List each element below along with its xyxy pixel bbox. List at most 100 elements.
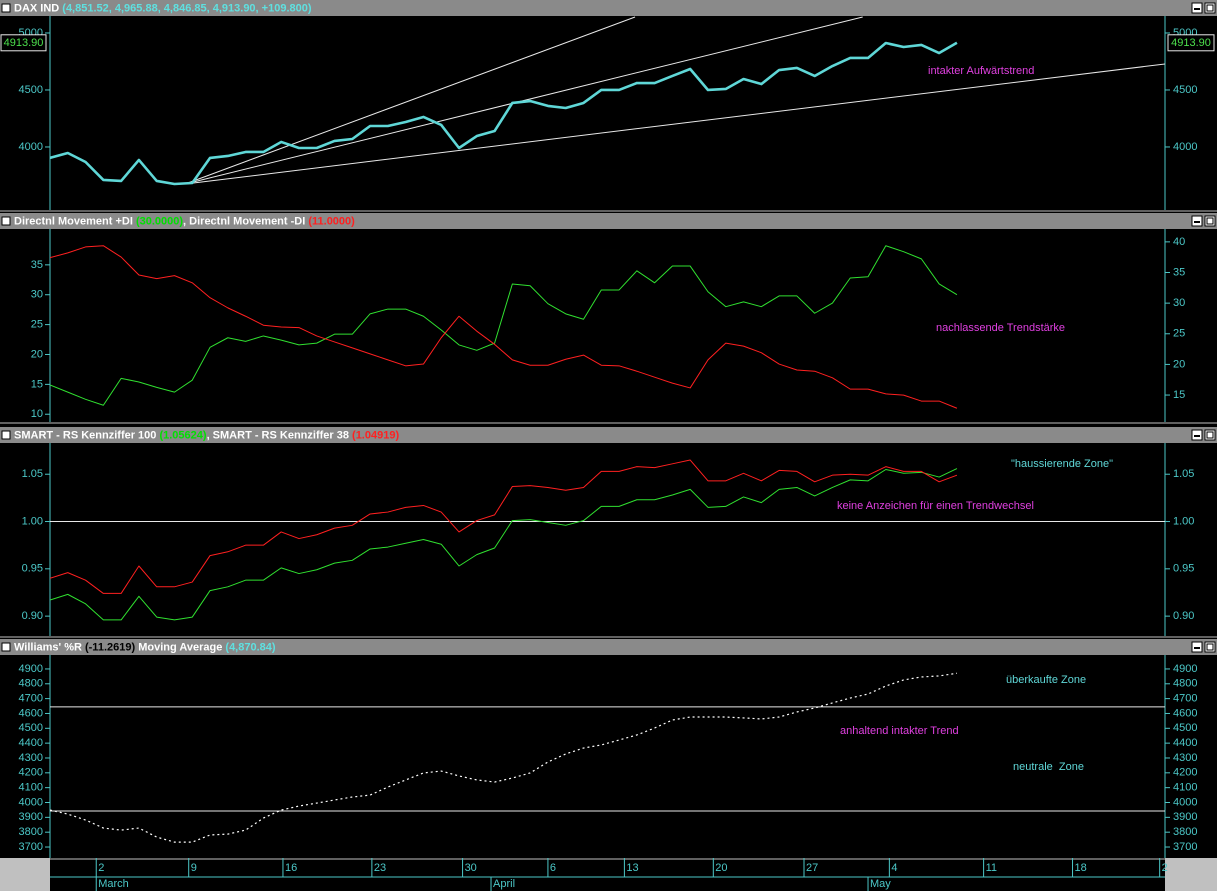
y-tick-label: 4000 [19, 796, 43, 808]
y-tick-label: 4400 [1173, 737, 1197, 749]
series-line [50, 245, 958, 409]
y-tick-label: 25 [1173, 328, 1185, 340]
window-button [1204, 215, 1216, 227]
trend-line [185, 63, 1165, 185]
y-tick-label: 0.90 [22, 610, 43, 622]
y-tick-label: 4100 [19, 782, 43, 794]
x-tick-label: 6 [550, 862, 556, 874]
annotation: intakter Aufwärtstrend [928, 65, 1034, 77]
plot-area [50, 16, 1165, 186]
trend-line [184, 16, 636, 185]
window-button-glyph [1194, 8, 1200, 10]
window-button-glyph [1206, 431, 1214, 439]
y-tick-label: 4500 [1173, 722, 1197, 734]
x-tick-label: 2 [1162, 862, 1168, 874]
last-value-label: 4913.90 [4, 37, 44, 49]
y-tick-label: 30 [1173, 297, 1185, 309]
y-tick-label: 3700 [1173, 841, 1197, 853]
y-tick-label: 4500 [19, 722, 43, 734]
title-part: (30.0000) [136, 215, 183, 227]
window-button-glyph [1206, 217, 1214, 225]
y-tick-label: 4000 [1173, 796, 1197, 808]
month-label: March [98, 878, 129, 890]
plot-area [50, 245, 958, 409]
y-tick-label: 4300 [1173, 752, 1197, 764]
x-tick-label: 30 [465, 862, 477, 874]
window-button [1204, 2, 1216, 14]
title-part: Williams' %R [14, 641, 85, 653]
axis-corner [1165, 858, 1217, 891]
annotation: anhaltend intakter Trend [840, 725, 959, 737]
series-line [50, 459, 958, 594]
panel-title: Williams' %R (-11.2619) Moving Average (… [14, 641, 276, 653]
window-button-glyph [1206, 4, 1214, 12]
title-part: SMART - RS Kennziffer 100 [14, 429, 159, 441]
plot-area [50, 672, 1165, 843]
annotation: "haussierende Zone" [1011, 458, 1113, 470]
annotation: nachlassende Trendstärke [936, 322, 1065, 334]
y-tick-label: 1.05 [22, 468, 43, 480]
title-part: (4,870.84) [225, 641, 275, 653]
y-tick-label: 4300 [19, 752, 43, 764]
x-tick-label: 4 [891, 862, 897, 874]
window-button-glyph [1194, 647, 1200, 649]
annotation: neutrale Zone [1013, 761, 1084, 773]
title-part: (1.04919) [352, 429, 399, 441]
y-tick-label: 3800 [1173, 826, 1197, 838]
y-tick-label: 4500 [1173, 84, 1197, 96]
y-tick-label: 4200 [19, 767, 43, 779]
y-tick-label: 35 [1173, 266, 1185, 278]
y-tick-label: 35 [31, 259, 43, 271]
title-part: , SMART - RS Kennziffer 38 [207, 429, 352, 441]
month-label: May [870, 878, 891, 890]
y-tick-label: 3700 [19, 841, 43, 853]
y-tick-label: 4200 [1173, 767, 1197, 779]
y-tick-label: 15 [31, 378, 43, 390]
y-tick-label: 0.90 [1173, 610, 1194, 622]
y-tick-label: 0.95 [1173, 563, 1194, 575]
title-part: (-11.2619) [85, 641, 135, 653]
month-label: April [493, 878, 515, 890]
series-line [50, 41, 958, 186]
header-icon [1, 430, 11, 440]
y-tick-label: 4000 [19, 141, 43, 153]
y-tick-label: 3900 [19, 811, 43, 823]
y-tick-label: 0.95 [22, 563, 43, 575]
y-tick-label: 4800 [1173, 678, 1197, 690]
panel-title: DAX IND (4,851.52, 4,965.88, 4,846.85, 4… [14, 2, 312, 14]
x-tick-label: 23 [374, 862, 386, 874]
annotation: keine Anzeichen für einen Trendwechsel [837, 500, 1034, 512]
annotation: überkaufte Zone [1006, 674, 1086, 686]
y-tick-label: 20 [31, 348, 43, 360]
window-button [1204, 429, 1216, 441]
y-tick-label: 4900 [19, 663, 43, 675]
y-tick-label: 1.00 [1173, 515, 1194, 527]
title-part: DAX IND [14, 2, 62, 14]
window-button [1204, 641, 1216, 653]
y-tick-label: 30 [31, 289, 43, 301]
x-tick-label: 16 [285, 862, 297, 874]
x-tick-label: 27 [806, 862, 818, 874]
y-tick-label: 4500 [19, 84, 43, 96]
y-tick-label: 4600 [1173, 707, 1197, 719]
y-tick-label: 4900 [1173, 663, 1197, 675]
window-button-glyph [1194, 221, 1200, 223]
axis-corner [0, 858, 50, 891]
header-icon [1, 3, 11, 13]
panel-header [0, 639, 1217, 655]
header-icon [1, 642, 11, 652]
plot-area [50, 459, 1165, 621]
y-tick-label: 4700 [19, 693, 43, 705]
y-tick-label: 3800 [19, 826, 43, 838]
y-tick-label: 10 [31, 408, 43, 420]
y-tick-label: 1.05 [1173, 468, 1194, 480]
y-tick-label: 4100 [1173, 782, 1197, 794]
y-tick-label: 3900 [1173, 811, 1197, 823]
title-part: (11.0000) [308, 215, 355, 227]
panel-header [0, 213, 1217, 229]
x-tick-label: 11 [986, 862, 997, 874]
series-line [50, 468, 958, 621]
y-tick-label: 4800 [19, 678, 43, 690]
